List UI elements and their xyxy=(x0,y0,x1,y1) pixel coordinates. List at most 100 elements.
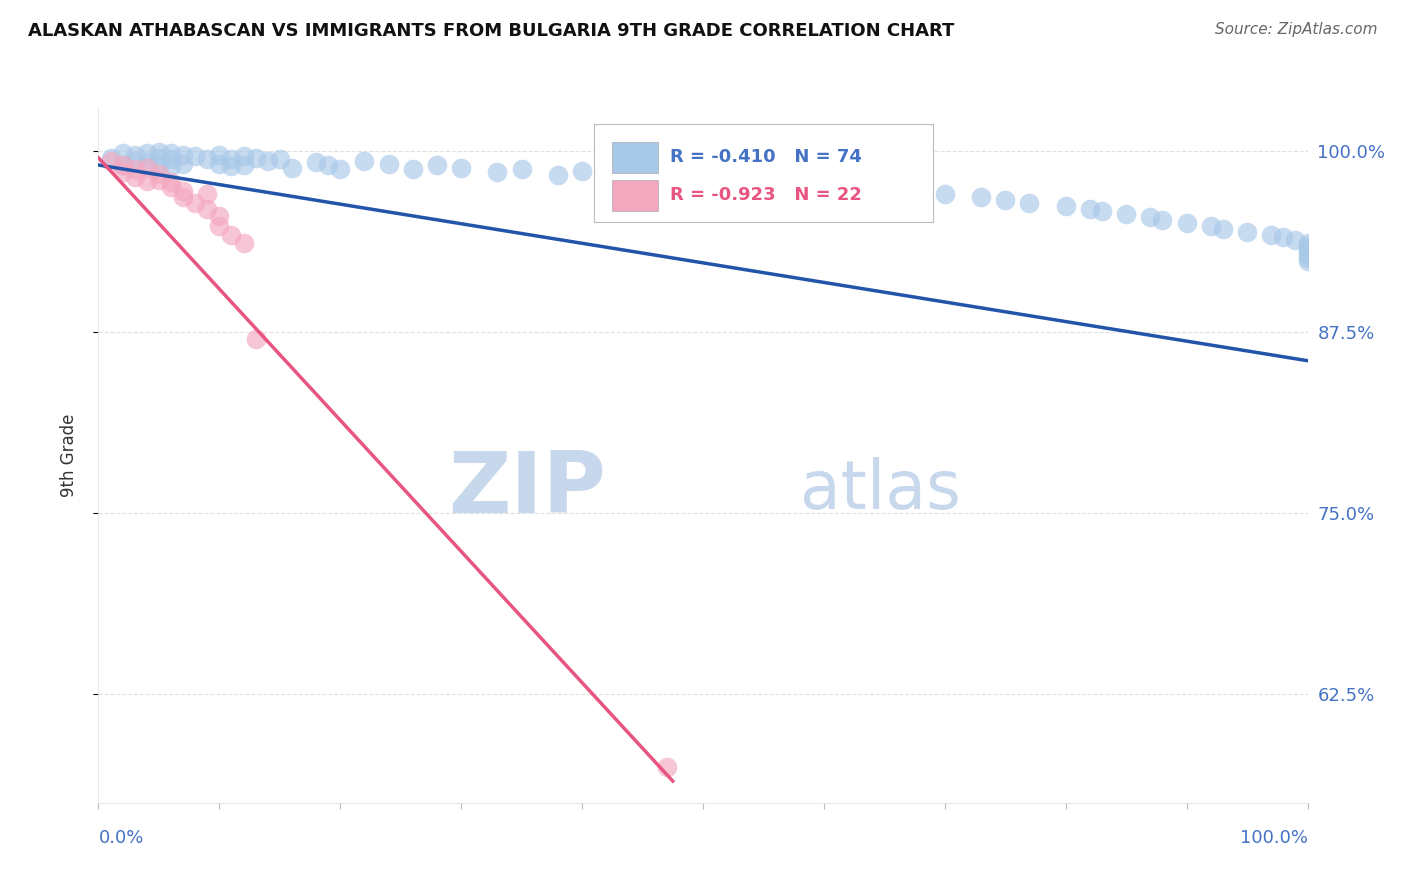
Point xyxy=(135,146,157,161)
Point xyxy=(172,156,194,170)
Point xyxy=(184,149,207,163)
Text: 100.0%: 100.0% xyxy=(1240,829,1308,847)
Point xyxy=(329,162,352,177)
Point xyxy=(316,158,339,172)
Point xyxy=(1212,222,1234,236)
Point xyxy=(1236,225,1258,239)
Point xyxy=(571,164,593,178)
Point xyxy=(1152,213,1174,227)
Point xyxy=(547,168,569,182)
Point xyxy=(281,161,304,175)
Point xyxy=(100,153,122,168)
Point xyxy=(752,174,775,188)
Point xyxy=(655,759,678,773)
Point xyxy=(124,148,146,162)
Point xyxy=(208,148,231,162)
Point xyxy=(172,184,194,198)
Point xyxy=(232,149,254,163)
Point xyxy=(232,236,254,251)
Point xyxy=(1272,230,1295,244)
Point xyxy=(1296,236,1319,251)
Point xyxy=(135,155,157,169)
Point xyxy=(124,153,146,168)
Point xyxy=(692,176,714,190)
Point xyxy=(631,165,654,179)
Point xyxy=(595,168,617,182)
Point xyxy=(195,202,218,216)
Point xyxy=(1018,195,1040,210)
Point xyxy=(221,153,243,167)
Point xyxy=(100,151,122,165)
Point xyxy=(510,162,533,177)
Point xyxy=(426,158,449,172)
Point xyxy=(208,156,231,170)
Point xyxy=(970,190,993,204)
Point xyxy=(1296,248,1319,262)
FancyBboxPatch shape xyxy=(595,124,932,222)
Point xyxy=(813,178,835,193)
Point xyxy=(668,171,690,186)
Point xyxy=(1199,219,1222,233)
Text: ALASKAN ATHABASCAN VS IMMIGRANTS FROM BULGARIA 9TH GRADE CORRELATION CHART: ALASKAN ATHABASCAN VS IMMIGRANTS FROM BU… xyxy=(28,22,955,40)
Point xyxy=(934,187,956,202)
Point xyxy=(184,195,207,210)
Point xyxy=(245,332,267,346)
Point xyxy=(849,184,872,198)
Point xyxy=(160,153,183,167)
Point xyxy=(450,161,472,175)
Point xyxy=(1115,207,1137,221)
Point xyxy=(208,209,231,223)
Point xyxy=(221,227,243,242)
Point xyxy=(1054,199,1077,213)
Point xyxy=(245,151,267,165)
Point xyxy=(486,165,509,179)
Point xyxy=(124,162,146,177)
Point xyxy=(873,181,896,195)
Text: Source: ZipAtlas.com: Source: ZipAtlas.com xyxy=(1215,22,1378,37)
Point xyxy=(111,146,134,161)
Point xyxy=(221,160,243,174)
Point xyxy=(160,146,183,161)
Point xyxy=(1284,234,1306,248)
Point xyxy=(135,174,157,188)
Point xyxy=(716,169,738,184)
Point xyxy=(402,162,425,177)
Point xyxy=(1296,253,1319,268)
Point xyxy=(897,186,920,200)
Point xyxy=(111,165,134,179)
Point xyxy=(1175,216,1198,230)
Point xyxy=(148,167,170,181)
Point xyxy=(1296,251,1319,265)
Text: R = -0.410   N = 74: R = -0.410 N = 74 xyxy=(671,148,862,166)
Point xyxy=(124,169,146,184)
Point xyxy=(148,145,170,159)
Point xyxy=(111,158,134,172)
Point xyxy=(1296,242,1319,256)
Point xyxy=(305,155,328,169)
Point xyxy=(160,160,183,174)
Point xyxy=(172,148,194,162)
Point xyxy=(208,219,231,233)
Point xyxy=(256,153,278,168)
Point xyxy=(195,187,218,202)
Point xyxy=(111,158,134,172)
Text: atlas: atlas xyxy=(800,457,960,523)
Point xyxy=(377,156,399,170)
Point xyxy=(160,179,183,194)
Point xyxy=(195,153,218,167)
Point xyxy=(1260,227,1282,242)
Point xyxy=(1296,244,1319,259)
Point xyxy=(994,193,1017,207)
Point xyxy=(1078,202,1101,216)
Legend: Alaskan Athabascans, Immigrants from Bulgaria: Alaskan Athabascans, Immigrants from Bul… xyxy=(446,888,960,892)
Point xyxy=(1091,204,1114,219)
Point xyxy=(353,153,375,168)
Point xyxy=(269,153,291,167)
Point xyxy=(148,151,170,165)
FancyBboxPatch shape xyxy=(613,180,658,211)
Y-axis label: 9th Grade: 9th Grade xyxy=(59,413,77,497)
Point xyxy=(172,190,194,204)
Point xyxy=(1296,239,1319,253)
Text: R = -0.923   N = 22: R = -0.923 N = 22 xyxy=(671,186,862,204)
Text: 0.0%: 0.0% xyxy=(98,829,143,847)
